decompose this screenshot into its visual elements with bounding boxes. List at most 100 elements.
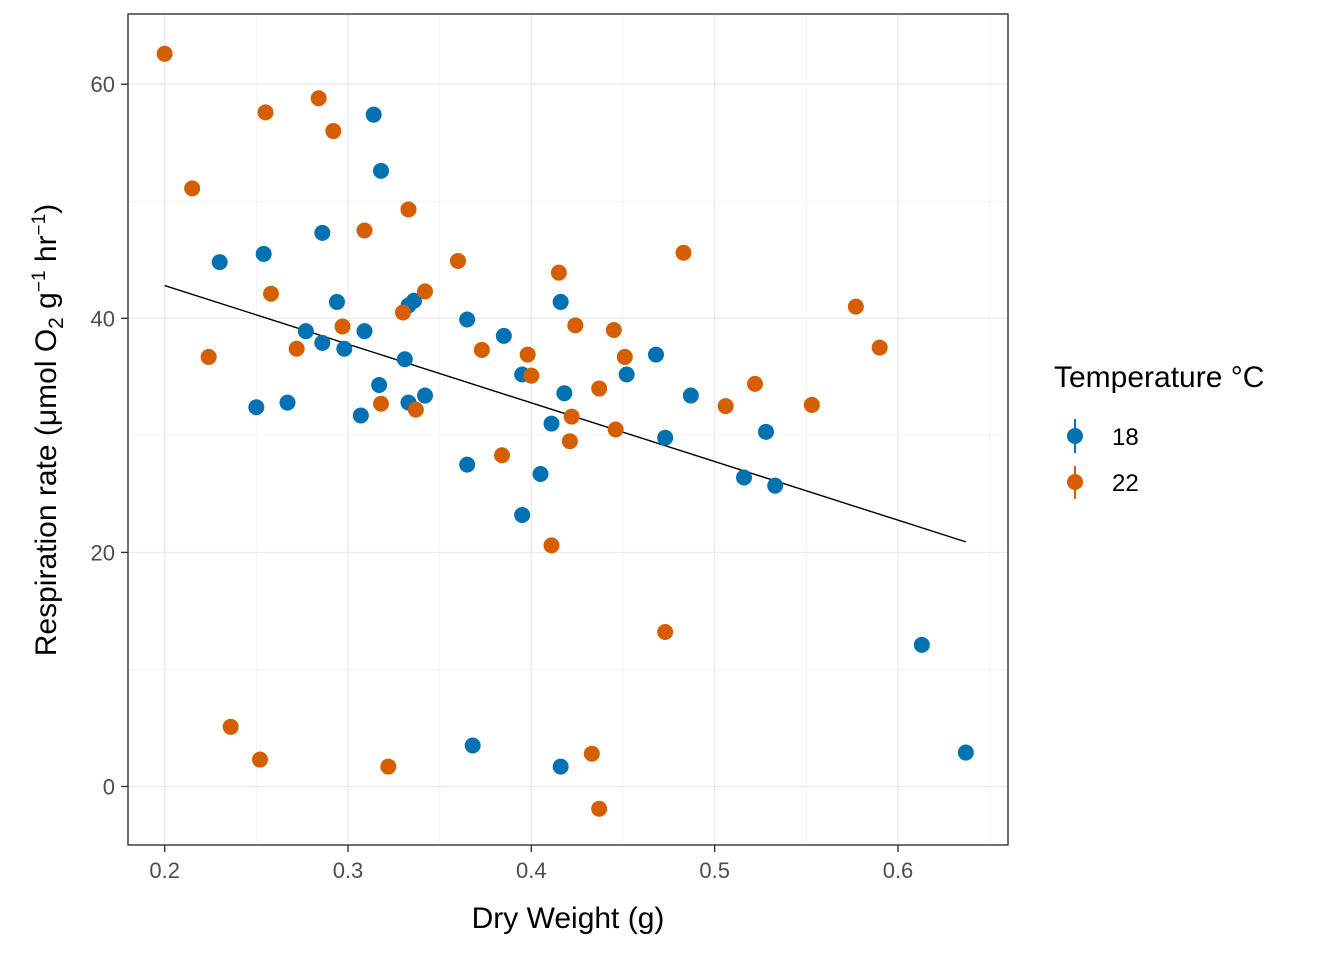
point-22-34 [657, 623, 674, 640]
point-18-3 [279, 394, 296, 411]
point-18-32 [657, 429, 674, 446]
point-22-10 [334, 318, 351, 335]
point-22-19 [473, 341, 490, 358]
y-tick-label-0: 0 [103, 774, 115, 799]
point-22-24 [550, 264, 567, 281]
point-22-21 [519, 346, 536, 363]
point-22-15 [400, 201, 417, 218]
point-22-37 [747, 375, 763, 392]
point-22-5 [257, 104, 274, 121]
point-18-8 [336, 340, 353, 357]
point-18-19 [459, 311, 476, 328]
point-22-33 [616, 348, 633, 365]
point-22-4 [252, 751, 268, 768]
point-22-32 [607, 421, 624, 438]
point-18-28 [552, 758, 569, 775]
point-18-9 [352, 407, 369, 424]
point-22-27 [567, 317, 584, 334]
point-18-11 [365, 106, 382, 123]
point-22-11 [356, 222, 373, 239]
point-18-18 [417, 387, 433, 404]
point-18-24 [514, 506, 531, 523]
point-18-36 [767, 477, 784, 494]
y-tick-label-3: 60 [91, 72, 115, 97]
point-18-33 [682, 387, 699, 404]
y-tick-label-2: 40 [91, 306, 115, 331]
data-points [156, 45, 974, 817]
point-18-13 [373, 162, 389, 179]
y-axis-title: Respiration rate (μmol O2 g−1 hr−1) [29, 204, 68, 656]
point-18-26 [543, 415, 560, 432]
y-tick-label-1: 20 [91, 540, 115, 565]
point-18-14 [396, 351, 413, 368]
x-tick-label-4: 0.6 [883, 858, 914, 883]
point-18-20 [459, 456, 476, 473]
point-22-38 [803, 396, 820, 413]
point-22-2 [200, 348, 217, 365]
point-18-10 [356, 323, 373, 340]
point-22-35 [675, 244, 692, 261]
point-22-12 [373, 395, 389, 412]
point-18-7 [329, 293, 345, 310]
point-18-31 [648, 346, 664, 363]
point-22-30 [591, 800, 608, 817]
point-18-38 [957, 744, 974, 761]
x-tick-label-3: 0.5 [699, 858, 730, 883]
point-18-30 [618, 366, 635, 383]
point-22-23 [543, 537, 560, 554]
point-18-6 [314, 334, 331, 351]
point-22-22 [523, 367, 540, 384]
point-22-18 [450, 252, 466, 269]
point-18-22 [495, 327, 512, 344]
point-18-4 [297, 323, 314, 340]
point-22-39 [847, 298, 864, 315]
point-22-26 [563, 408, 580, 425]
point-18-29 [556, 385, 573, 402]
legend-label-18: 18 [1112, 424, 1139, 451]
point-22-9 [325, 123, 342, 140]
point-22-31 [605, 322, 622, 339]
point-22-0 [156, 45, 173, 62]
x-axis: 0.2 0.3 0.4 0.5 0.6 [149, 845, 913, 883]
point-22-25 [561, 433, 578, 450]
point-18-27 [552, 293, 569, 310]
point-18-34 [736, 469, 752, 486]
point-22-1 [184, 180, 201, 197]
point-22-14 [395, 304, 411, 321]
point-18-12 [371, 377, 388, 394]
grid [128, 14, 1008, 845]
legend-key-18 [1067, 419, 1083, 453]
point-18-5 [314, 224, 331, 241]
point-18-25 [532, 465, 549, 482]
plot-background [128, 14, 1008, 845]
legend-key-18-dot [1067, 428, 1083, 444]
point-22-7 [288, 340, 305, 357]
point-22-8 [310, 90, 327, 107]
legend-label-22: 22 [1112, 470, 1139, 497]
point-18-35 [758, 423, 774, 440]
y-axis: 0 20 40 60 [91, 72, 128, 799]
point-18-1 [248, 399, 265, 416]
legend-key-22 [1067, 466, 1083, 499]
point-22-17 [417, 283, 433, 300]
point-22-20 [494, 447, 510, 464]
point-22-36 [717, 398, 734, 415]
x-tick-label-0: 0.2 [149, 858, 180, 883]
x-tick-label-2: 0.4 [516, 858, 547, 883]
point-22-6 [263, 285, 279, 302]
x-axis-title: Dry Weight (g) [472, 902, 665, 935]
point-22-28 [583, 745, 600, 762]
point-22-40 [871, 339, 888, 356]
legend: Temperature °C 18 22 [1054, 361, 1264, 499]
x-tick-label-1: 0.3 [333, 858, 364, 883]
legend-title: Temperature °C [1054, 361, 1264, 394]
plot-border [127, 13, 1009, 846]
point-18-37 [913, 636, 930, 653]
point-22-13 [380, 758, 397, 775]
point-18-21 [464, 737, 481, 754]
point-22-29 [591, 380, 608, 397]
point-18-17 [406, 292, 422, 309]
point-18-0 [211, 254, 228, 271]
point-22-3 [222, 718, 239, 735]
